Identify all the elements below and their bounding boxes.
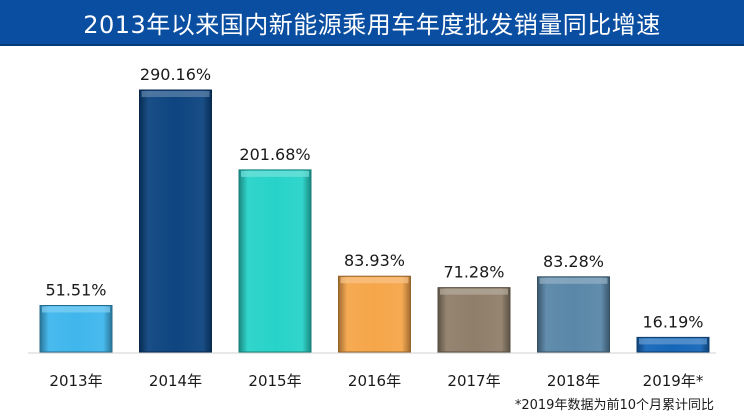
bar-chart: 51.51% 290.16% 201.68% 83.93% 71.28% 83.28% 16… — [28, 65, 716, 390]
category-label-0: 2013年 — [49, 372, 102, 390]
bar-1 — [139, 89, 212, 353]
bar-3 — [338, 275, 411, 353]
bars-group — [39, 89, 710, 353]
category-label-3: 2016年 — [348, 372, 401, 390]
bar-4 — [437, 287, 511, 353]
bar-0 — [39, 304, 113, 353]
page-title: 2013年以来国内新能源乘用车年度批发销量同比增速 — [83, 10, 661, 39]
category-label-6: 2019年* — [643, 372, 704, 390]
value-label-1: 290.16% — [140, 65, 211, 84]
category-label-2: 2015年 — [248, 372, 301, 390]
value-label-5: 83.28% — [543, 252, 604, 271]
bar-highlight-1 — [141, 91, 210, 97]
bar-highlight-3 — [340, 277, 409, 284]
bar-5 — [537, 276, 610, 353]
bar-highlight-2 — [241, 170, 309, 177]
category-label-1: 2014年 — [149, 372, 202, 390]
title-banner: 2013年以来国内新能源乘用车年度批发销量同比增速 — [0, 0, 744, 46]
bar-highlight-6 — [639, 338, 707, 345]
value-label-2: 201.68% — [239, 145, 310, 164]
value-label-0: 51.51% — [45, 280, 106, 299]
value-label-6: 16.19% — [642, 312, 703, 331]
category-labels-group: 2013年 2014年 2015年 2016年 2017年 2018年 2019年* — [49, 372, 703, 390]
bar-2 — [238, 169, 312, 353]
bar-highlight-5 — [539, 277, 608, 284]
category-label-4: 2017年 — [447, 372, 500, 390]
bar-highlight-4 — [440, 288, 508, 295]
value-label-4: 71.28% — [443, 263, 504, 282]
value-labels-group: 51.51% 290.16% 201.68% 83.93% 71.28% 83.28% 16… — [45, 65, 703, 331]
category-label-5: 2018年 — [547, 372, 600, 390]
bar-highlight-0 — [42, 306, 110, 313]
footnote: *2019年数据为前10个月累计同比 — [514, 398, 714, 413]
value-label-3: 83.93% — [344, 251, 405, 270]
